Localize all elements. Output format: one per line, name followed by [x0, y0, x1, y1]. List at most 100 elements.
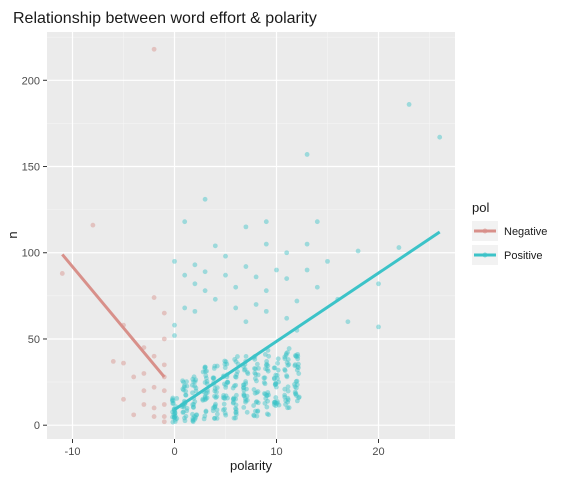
legend-entry-positive: Positive — [472, 245, 543, 265]
data-point-positive — [294, 298, 300, 304]
data-point-positive — [171, 415, 177, 420]
data-point-positive — [172, 416, 178, 422]
data-point-positive — [284, 374, 290, 380]
data-point-positive — [214, 394, 220, 399]
data-point-positive — [220, 395, 226, 401]
data-point-positive — [170, 414, 175, 420]
data-point-positive — [214, 389, 219, 395]
data-point-positive — [292, 363, 298, 369]
data-point-positive — [190, 419, 196, 425]
data-point-positive — [293, 353, 298, 358]
data-point-positive — [214, 411, 220, 417]
data-points — [59, 46, 443, 425]
data-point-positive — [252, 370, 258, 376]
data-point-positive — [202, 364, 208, 370]
data-point-positive — [232, 356, 238, 362]
data-point-positive — [376, 324, 381, 330]
data-point-positive — [202, 395, 208, 400]
data-point-negative — [141, 371, 147, 376]
data-point-negative — [151, 414, 157, 419]
data-point-positive — [264, 361, 270, 367]
data-point-positive — [190, 390, 195, 396]
data-point-positive — [274, 372, 280, 378]
data-point-positive — [292, 389, 298, 395]
y-tick-label: 150 — [22, 162, 40, 174]
data-point-positive — [262, 375, 268, 381]
data-point-positive — [223, 359, 229, 365]
data-point-positive — [210, 408, 216, 414]
data-point-positive — [222, 396, 228, 402]
data-point-positive — [181, 387, 186, 393]
data-point-positive — [285, 384, 291, 390]
data-point-positive — [231, 396, 237, 402]
data-point-positive — [355, 248, 361, 254]
data-point-positive — [243, 264, 249, 269]
y-axis-title: n — [5, 231, 20, 238]
data-point-positive — [170, 419, 176, 425]
data-point-positive — [244, 369, 250, 375]
data-point-positive — [263, 362, 269, 368]
data-point-positive — [192, 414, 197, 419]
data-point-positive — [223, 382, 229, 388]
data-point-positive — [293, 391, 298, 397]
data-point-positive — [183, 392, 189, 398]
data-point-positive — [193, 385, 199, 391]
data-point-positive — [233, 382, 239, 388]
data-point-positive — [284, 276, 290, 282]
data-point-positive — [192, 308, 198, 314]
data-point-positive — [204, 381, 210, 387]
data-point-positive — [224, 379, 230, 385]
data-point-positive — [205, 390, 210, 395]
chart-title: Relationship between word effort & polar… — [13, 10, 317, 27]
data-point-positive — [273, 403, 279, 409]
data-point-positive — [182, 219, 188, 225]
data-point-positive — [233, 359, 239, 364]
data-point-positive — [233, 411, 239, 417]
data-point-negative — [161, 362, 167, 368]
data-point-positive — [220, 407, 226, 413]
data-point-positive — [282, 394, 288, 400]
data-point-positive — [203, 409, 209, 415]
data-point-positive — [174, 416, 180, 421]
data-point-positive — [172, 412, 178, 418]
data-point-positive — [253, 274, 259, 280]
x-axis-ticks: -10 0 10 20 — [65, 439, 385, 458]
data-point-positive — [264, 393, 270, 398]
data-point-positive — [252, 390, 258, 396]
data-point-positive — [190, 416, 196, 421]
data-point-positive — [212, 393, 217, 399]
data-point-negative — [161, 336, 167, 342]
data-point-positive — [274, 267, 279, 273]
data-point-positive — [240, 385, 246, 391]
data-point-positive — [170, 398, 176, 404]
data-point-positive — [202, 365, 208, 371]
data-point-positive — [192, 416, 198, 422]
data-point-positive — [212, 403, 218, 409]
data-point-positive — [263, 219, 269, 225]
data-point-positive — [437, 134, 443, 140]
data-point-positive — [275, 356, 281, 362]
data-point-negative — [161, 414, 167, 419]
data-point-positive — [200, 396, 206, 402]
data-point-positive — [282, 367, 288, 372]
data-point-positive — [273, 380, 279, 386]
data-point-positive — [266, 392, 271, 398]
y-axis-ticks: 0 50 100 150 200 — [22, 75, 47, 432]
data-point-positive — [285, 362, 291, 368]
data-point-positive — [211, 375, 217, 381]
data-point-positive — [271, 402, 277, 407]
data-point-positive — [184, 383, 190, 389]
data-point-positive — [171, 414, 177, 420]
data-point-positive — [221, 381, 227, 387]
legend-title: pol — [472, 200, 489, 215]
data-point-positive — [241, 391, 247, 397]
data-point-positive — [172, 419, 178, 424]
data-point-positive — [406, 102, 412, 107]
data-point-negative — [90, 222, 96, 228]
data-point-positive — [262, 351, 268, 357]
data-point-positive — [225, 379, 231, 385]
data-point-positive — [210, 376, 216, 381]
data-point-positive — [232, 374, 238, 380]
data-point-negative — [161, 419, 167, 425]
data-point-positive — [245, 371, 251, 377]
